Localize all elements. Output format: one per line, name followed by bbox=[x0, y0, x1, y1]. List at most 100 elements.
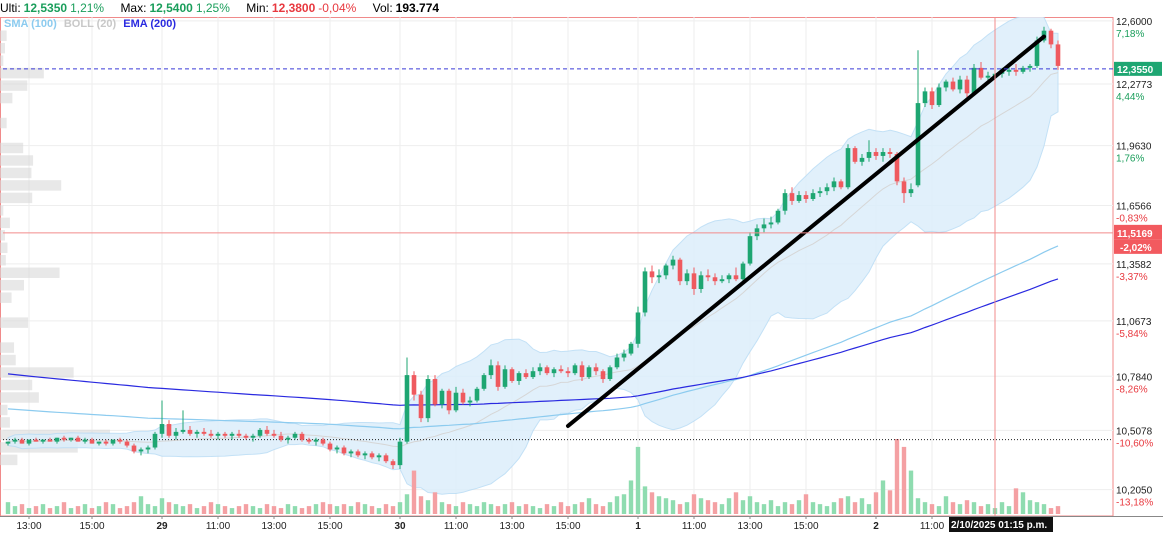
candle[interactable] bbox=[187, 425, 193, 436]
candle[interactable] bbox=[334, 445, 340, 454]
candle[interactable] bbox=[649, 265, 655, 284]
candle[interactable] bbox=[467, 396, 473, 407]
candle[interactable] bbox=[698, 271, 704, 293]
candle[interactable] bbox=[726, 273, 732, 284]
candle[interactable] bbox=[705, 269, 711, 282]
candle[interactable] bbox=[796, 191, 802, 203]
candle[interactable] bbox=[152, 431, 158, 450]
candle[interactable] bbox=[950, 77, 956, 92]
candle[interactable] bbox=[943, 79, 949, 92]
candle[interactable] bbox=[362, 451, 368, 460]
candle[interactable] bbox=[523, 369, 529, 380]
candle[interactable] bbox=[89, 437, 95, 444]
candle[interactable] bbox=[229, 431, 235, 440]
candle[interactable] bbox=[775, 208, 781, 225]
candle[interactable] bbox=[278, 431, 284, 442]
candle[interactable] bbox=[565, 367, 571, 378]
candle[interactable] bbox=[593, 363, 599, 376]
candle[interactable] bbox=[915, 50, 921, 188]
candle[interactable] bbox=[33, 437, 39, 442]
candle[interactable] bbox=[355, 449, 361, 458]
candle[interactable] bbox=[733, 267, 739, 282]
candle[interactable] bbox=[453, 386, 459, 413]
candle[interactable] bbox=[159, 400, 165, 438]
candle[interactable] bbox=[208, 429, 214, 438]
candle[interactable] bbox=[964, 75, 970, 98]
candle[interactable] bbox=[131, 443, 137, 454]
candle[interactable] bbox=[530, 367, 536, 380]
candle[interactable] bbox=[397, 437, 403, 470]
candle[interactable] bbox=[789, 187, 795, 205]
candle[interactable] bbox=[586, 365, 592, 380]
candle[interactable] bbox=[292, 431, 298, 440]
candle[interactable] bbox=[1013, 63, 1019, 76]
candle[interactable] bbox=[327, 441, 333, 452]
candle[interactable] bbox=[656, 269, 662, 284]
candle[interactable] bbox=[481, 373, 487, 391]
candle[interactable] bbox=[936, 83, 942, 108]
candle[interactable] bbox=[845, 144, 851, 190]
candle[interactable] bbox=[411, 371, 417, 401]
candle[interactable] bbox=[5, 441, 11, 446]
candle[interactable] bbox=[824, 183, 830, 196]
candle[interactable] bbox=[96, 441, 102, 446]
candle[interactable] bbox=[47, 437, 53, 442]
candle[interactable] bbox=[684, 269, 690, 286]
candle[interactable] bbox=[628, 341, 634, 356]
candle[interactable] bbox=[537, 363, 543, 376]
candle[interactable] bbox=[75, 435, 81, 442]
candle[interactable] bbox=[838, 179, 844, 190]
candle[interactable] bbox=[404, 357, 410, 444]
candle[interactable] bbox=[446, 388, 452, 415]
candle[interactable] bbox=[425, 375, 431, 423]
candle[interactable] bbox=[887, 148, 893, 158]
legend-sma[interactable]: SMA (100) bbox=[4, 18, 57, 30]
candle[interactable] bbox=[264, 425, 270, 436]
candle[interactable] bbox=[621, 349, 627, 362]
candle[interactable] bbox=[299, 431, 305, 442]
candle[interactable] bbox=[236, 429, 242, 438]
candle[interactable] bbox=[502, 365, 508, 389]
candle[interactable] bbox=[222, 431, 228, 438]
candle[interactable] bbox=[68, 437, 74, 442]
candle[interactable] bbox=[19, 437, 25, 444]
candle[interactable] bbox=[551, 367, 557, 378]
candle[interactable] bbox=[866, 140, 872, 162]
candle[interactable] bbox=[1027, 63, 1033, 72]
candle[interactable] bbox=[768, 216, 774, 229]
candle[interactable] bbox=[117, 437, 123, 444]
candle[interactable] bbox=[957, 75, 963, 94]
candle[interactable] bbox=[306, 437, 312, 444]
candle[interactable] bbox=[509, 367, 515, 383]
candle[interactable] bbox=[26, 439, 32, 446]
candle[interactable] bbox=[138, 447, 144, 456]
candle[interactable] bbox=[488, 359, 494, 380]
candle[interactable] bbox=[82, 437, 88, 444]
candle[interactable] bbox=[880, 148, 886, 162]
candle[interactable] bbox=[110, 439, 116, 446]
candle[interactable] bbox=[712, 273, 718, 286]
candle[interactable] bbox=[439, 388, 445, 409]
candle[interactable] bbox=[54, 437, 60, 444]
candle[interactable] bbox=[740, 261, 746, 282]
candle[interactable] bbox=[271, 429, 277, 438]
candle[interactable] bbox=[691, 267, 697, 295]
candle[interactable] bbox=[103, 439, 109, 446]
candle[interactable] bbox=[1020, 65, 1026, 74]
candle[interactable] bbox=[215, 431, 221, 440]
candle[interactable] bbox=[642, 267, 648, 317]
candle[interactable] bbox=[40, 439, 46, 444]
candle[interactable] bbox=[719, 275, 725, 284]
candle[interactable] bbox=[677, 257, 683, 286]
candle[interactable] bbox=[418, 390, 424, 423]
candle[interactable] bbox=[285, 435, 291, 444]
candle[interactable] bbox=[761, 218, 767, 233]
candle[interactable] bbox=[257, 427, 263, 438]
candle[interactable] bbox=[810, 189, 816, 201]
candle[interactable] bbox=[180, 410, 186, 434]
legend-ema[interactable]: EMA (200) bbox=[123, 18, 177, 30]
candle[interactable] bbox=[901, 177, 907, 203]
candle[interactable] bbox=[922, 87, 928, 108]
trendline[interactable] bbox=[566, 34, 1046, 428]
candle[interactable] bbox=[194, 429, 200, 438]
